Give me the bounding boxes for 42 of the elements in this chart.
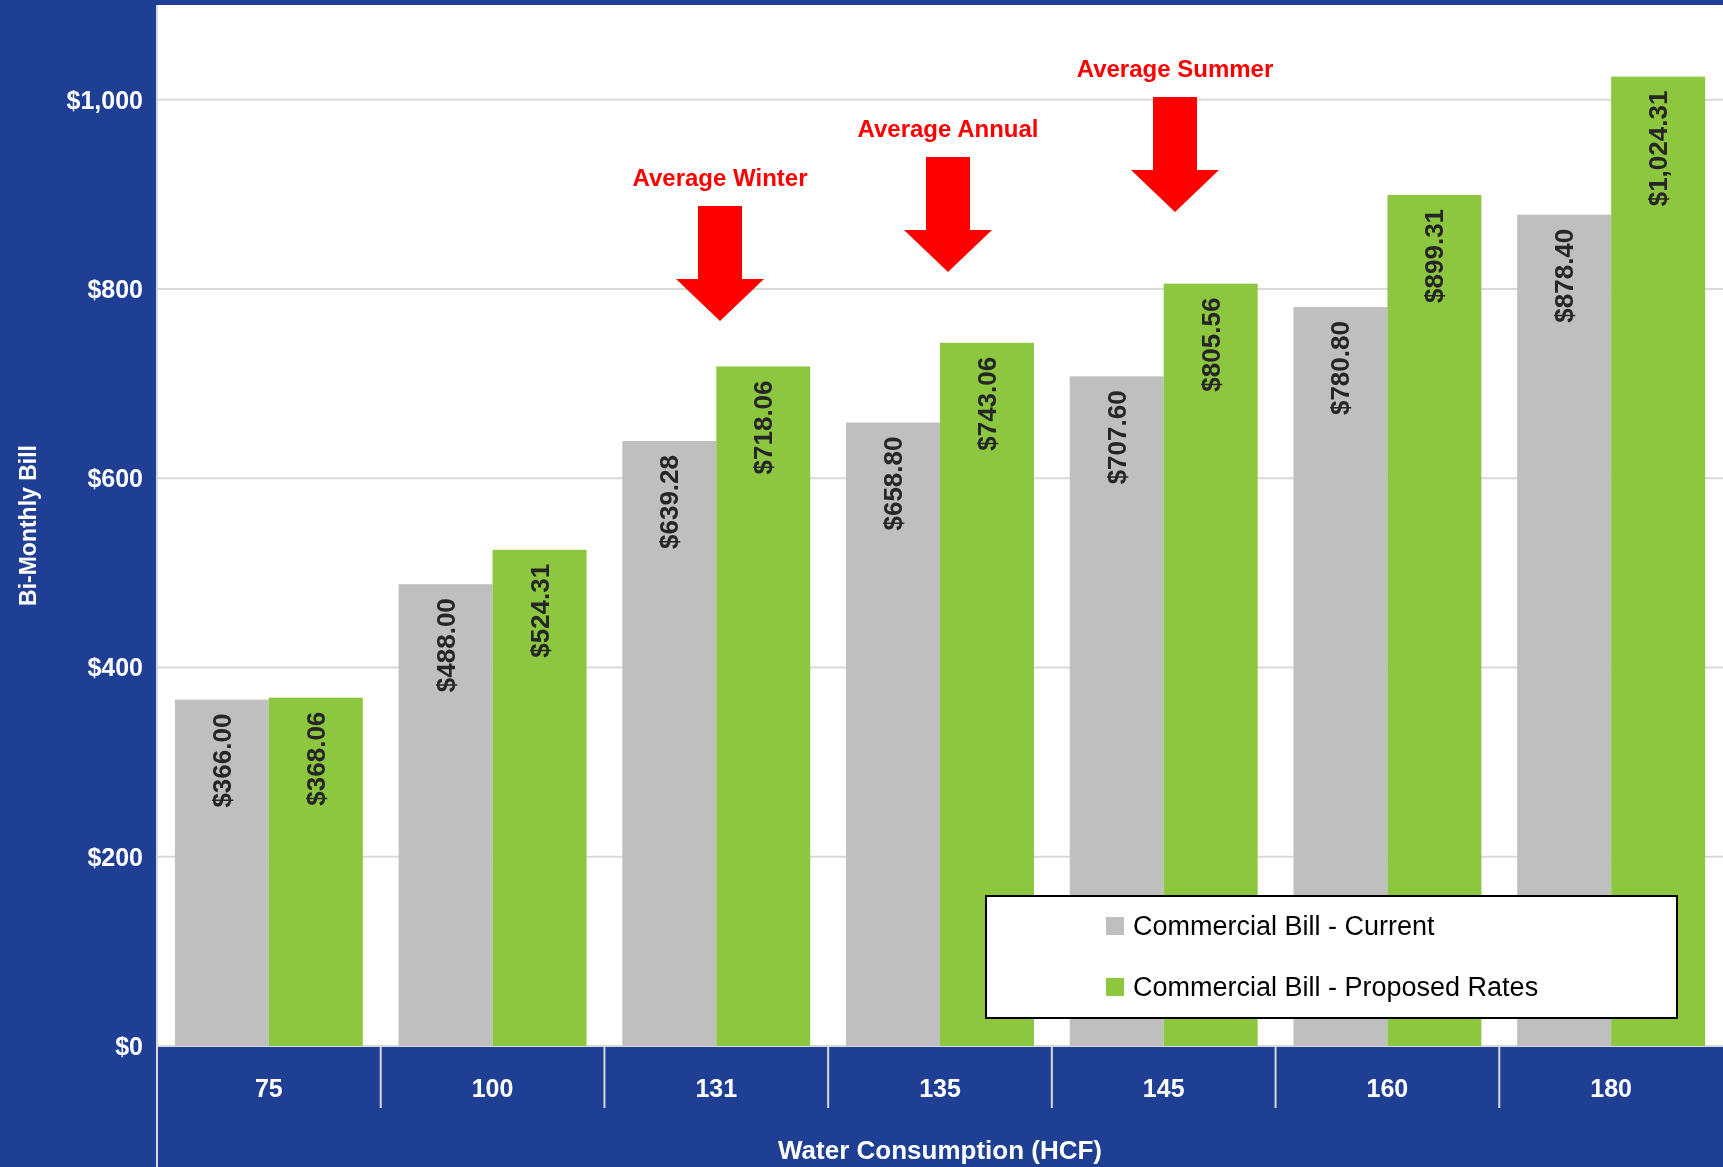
- y-tick-label: $800: [87, 274, 143, 303]
- y-tick-label: $600: [87, 464, 143, 493]
- bar: [1611, 76, 1706, 1046]
- y-tick-label: $1,000: [66, 85, 143, 114]
- data-label: $899.31: [1419, 208, 1450, 303]
- data-label: $878.40: [1549, 228, 1580, 323]
- annotation: Average Summer: [1076, 55, 1274, 82]
- annotation: Average Winter: [632, 164, 808, 191]
- x-tick-label: 135: [919, 1074, 961, 1102]
- bar: [622, 441, 717, 1046]
- bar: [846, 422, 940, 1046]
- data-label: $368.06: [300, 711, 331, 806]
- y-axis-title: Bi-Monthly Bill: [15, 445, 41, 606]
- bar: [174, 699, 269, 1046]
- x-tick-label: 145: [1142, 1074, 1185, 1102]
- y-tick-label: $400: [87, 653, 143, 682]
- data-label: $488.00: [430, 598, 461, 693]
- bar: [398, 584, 493, 1046]
- data-label: $805.56: [1195, 297, 1226, 392]
- data-label: $743.06: [971, 356, 1002, 451]
- legend-label: Commercial Bill - Current: [1133, 911, 1436, 941]
- data-label: $658.80: [878, 436, 909, 531]
- bar: [716, 366, 811, 1046]
- data-label: $639.28: [654, 455, 685, 549]
- x-tick-label: 180: [1590, 1074, 1632, 1102]
- x-tick-label: 131: [695, 1074, 738, 1102]
- data-label: $780.80: [1325, 321, 1356, 416]
- x-tick-label: 100: [471, 1074, 514, 1102]
- y-tick-label: $0: [115, 1032, 143, 1060]
- data-label: $1,024.31: [1643, 90, 1674, 207]
- bar: [268, 697, 363, 1046]
- y-tick-label: $200: [87, 842, 143, 871]
- x-axis-title: Water Consumption (HCF): [778, 1135, 1102, 1165]
- data-label: $707.60: [1101, 390, 1132, 485]
- legend-label: Commercial Bill - Proposed Rates: [1133, 972, 1539, 1002]
- x-tick-label: 75: [254, 1074, 283, 1102]
- annotation: Average Annual: [857, 115, 1039, 142]
- data-label: $366.00: [206, 713, 237, 808]
- bar: [492, 549, 587, 1046]
- data-label: $718.06: [748, 380, 779, 475]
- x-tick-label: 160: [1366, 1074, 1409, 1102]
- data-label: $524.31: [524, 563, 555, 658]
